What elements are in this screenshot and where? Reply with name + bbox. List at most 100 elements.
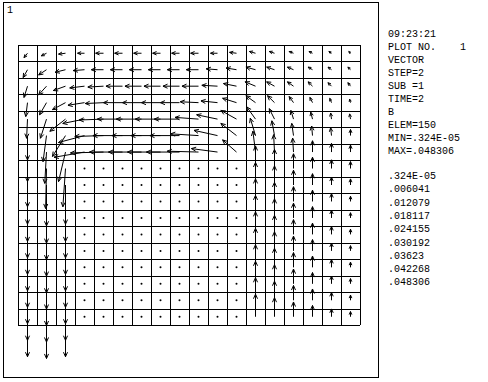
mesh-line (37, 45, 38, 325)
vector-arrow (330, 194, 333, 202)
vector-dot (103, 200, 105, 202)
vector-arrow (269, 109, 274, 119)
info-text: MAX=.048306 (388, 146, 454, 157)
vector-arrow (349, 246, 352, 251)
vector-dot (236, 184, 238, 186)
vector-arrow (330, 227, 333, 235)
vector-arrow (330, 113, 333, 119)
vector-arrow (40, 119, 47, 138)
vector-dot (141, 266, 143, 268)
vector-dot (217, 200, 219, 202)
vector-dot (198, 316, 200, 318)
vector-arrow (290, 123, 294, 135)
vector-arrow (39, 86, 47, 95)
vector-arrow (310, 223, 314, 234)
vector-arrow (39, 70, 47, 75)
vector-dot (236, 266, 238, 268)
vector-arrow (134, 52, 142, 55)
vector-arrow (328, 83, 331, 86)
vector-dot (160, 168, 162, 170)
vector-arrow (272, 135, 276, 152)
vector-dot (217, 184, 219, 186)
vector-arrow (25, 317, 29, 357)
vector-arrow (129, 68, 141, 72)
vector-arrow (110, 68, 122, 72)
mesh-line (322, 45, 323, 325)
vector-arrow (349, 145, 352, 152)
vector-arrow (330, 276, 333, 284)
vector-dot (198, 217, 200, 219)
vector-arrow (96, 52, 104, 55)
vector-arrow (310, 126, 314, 136)
vector-arrow (23, 86, 27, 97)
vector-arrow (221, 123, 237, 135)
vector-arrow (182, 84, 199, 88)
vector-dot (160, 233, 162, 235)
vector-arrow (103, 101, 122, 105)
mesh (18, 45, 361, 326)
vector-arrow (309, 52, 312, 54)
vector-arrow (310, 305, 314, 316)
vector-dot (84, 217, 86, 219)
vector-arrow (146, 150, 179, 154)
vector-dot (236, 316, 238, 318)
info-text: VECTOR (388, 55, 424, 66)
vector-arrow (61, 169, 65, 207)
vector-arrow (186, 68, 198, 72)
vector-arrow (349, 295, 352, 300)
vector-arrow (287, 82, 293, 86)
legend-level: .324E-05 (388, 171, 436, 182)
vector-dot (122, 168, 124, 170)
vector-arrow (73, 68, 84, 72)
vector-dot (122, 316, 124, 318)
vector-arrow (348, 67, 351, 70)
vector-dot (217, 217, 219, 219)
legend-level: .042268 (388, 264, 430, 275)
legend-level: .024155 (388, 224, 430, 235)
vector-arrow (171, 132, 199, 136)
vector-arrow (223, 82, 236, 86)
vector-arrow (328, 67, 331, 70)
vector-arrow (349, 114, 352, 119)
vector-arrow (230, 51, 237, 54)
vector-arrow (191, 147, 217, 152)
vector-arrow (144, 84, 161, 88)
vector-dot (122, 299, 124, 301)
vector-arrow (202, 84, 218, 88)
vector-arrow (291, 269, 295, 284)
vector-arrow (55, 69, 65, 73)
vector-dot (141, 184, 143, 186)
vector-arrow (290, 110, 294, 119)
vector-arrow (349, 162, 352, 169)
vector-arrow (291, 187, 295, 202)
vector-dot (141, 316, 143, 318)
vector-arrow (63, 317, 67, 357)
mesh-line (151, 45, 152, 325)
vector-arrow (122, 101, 141, 105)
info-text: SUB =1 (388, 81, 424, 92)
vector-dot (103, 299, 105, 301)
vector-arrow (251, 131, 255, 152)
vectors (23, 51, 352, 359)
vector-arrow (245, 82, 255, 86)
mesh-line (18, 325, 360, 326)
vector-arrow (330, 143, 334, 152)
info-text: ELEM=150 (388, 120, 436, 131)
vector-arrow (52, 136, 65, 157)
vector-arrow (349, 52, 351, 54)
vector-arrow (310, 207, 314, 218)
vector-arrow (349, 262, 352, 267)
vector-arrow (160, 101, 179, 105)
vector-dot (236, 233, 238, 235)
vector-arrow (330, 160, 334, 169)
vector-dot (160, 299, 162, 301)
vector-arrow (349, 196, 352, 201)
legend-level: .006041 (388, 184, 430, 195)
vector-arrow (287, 67, 293, 70)
vector-dot (198, 283, 200, 285)
vector-arrow (115, 52, 123, 55)
vector-arrow (197, 114, 218, 119)
vector-dot (217, 316, 219, 318)
vector-arrow (148, 68, 160, 72)
plot-window: 109:23:21PLOT NO. 1VECTORSTEP=2SUB =1TIM… (0, 0, 488, 382)
